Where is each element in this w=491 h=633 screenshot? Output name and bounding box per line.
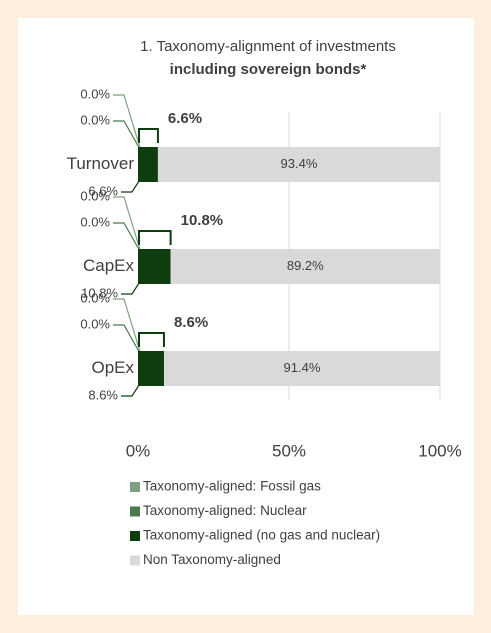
x-tick-label: 100% [418,441,461,460]
leader-line [113,298,142,356]
bar-segment [138,147,158,182]
value-label: 0.0% [80,290,110,305]
legend-swatch [130,555,140,566]
leader-line [113,120,142,152]
chart-subtitle: including sovereign bonds* [170,61,367,78]
leader-line [113,94,142,152]
chart-title: 1. Taxonomy-alignment of investments [140,38,396,55]
legend-label: Taxonomy-aligned: Fossil gas [143,479,321,494]
value-label: 0.0% [80,188,110,203]
value-label: 0.0% [80,214,110,229]
category-label: CapEx [83,256,135,275]
x-tick-label: 0% [126,441,151,460]
bracket [138,128,159,143]
value-label: 93.4% [281,156,318,171]
total-label: 10.8% [181,212,224,229]
value-label: 8.6% [88,387,118,402]
value-label: 0.0% [80,86,110,101]
value-label: 0.0% [80,112,110,127]
legend-label: Taxonomy-aligned: Nuclear [143,503,307,518]
value-label: 89.2% [287,258,324,273]
value-label: 0.0% [80,316,110,331]
bracket [138,230,172,245]
legend-swatch [130,531,140,541]
leader-line [121,177,142,193]
total-label: 8.6% [174,314,208,331]
leader-line [113,324,142,356]
x-tick-label: 50% [272,441,306,460]
value-label: 10.8% [81,285,118,300]
leader-line [113,196,142,254]
leader-line [121,381,142,397]
legend-swatch [130,482,140,492]
panel [18,18,474,615]
leader-line [121,279,142,295]
legend-label: Taxonomy-aligned (no gas and nuclear) [143,528,380,543]
bar-segment [157,147,440,182]
legend-label: Non Taxonomy-aligned [143,552,281,567]
category-label: OpEx [91,358,134,377]
total-label: 6.6% [168,110,202,127]
bar-segment [138,249,171,284]
category-label: Turnover [67,154,135,173]
bar-segment [138,351,164,386]
legend-swatch [130,506,140,517]
bracket [138,332,165,347]
bar-segment [163,351,441,386]
bar-segment [170,249,440,284]
value-label: 6.6% [88,183,118,198]
leader-line [113,222,142,254]
value-label: 91.4% [284,360,321,375]
